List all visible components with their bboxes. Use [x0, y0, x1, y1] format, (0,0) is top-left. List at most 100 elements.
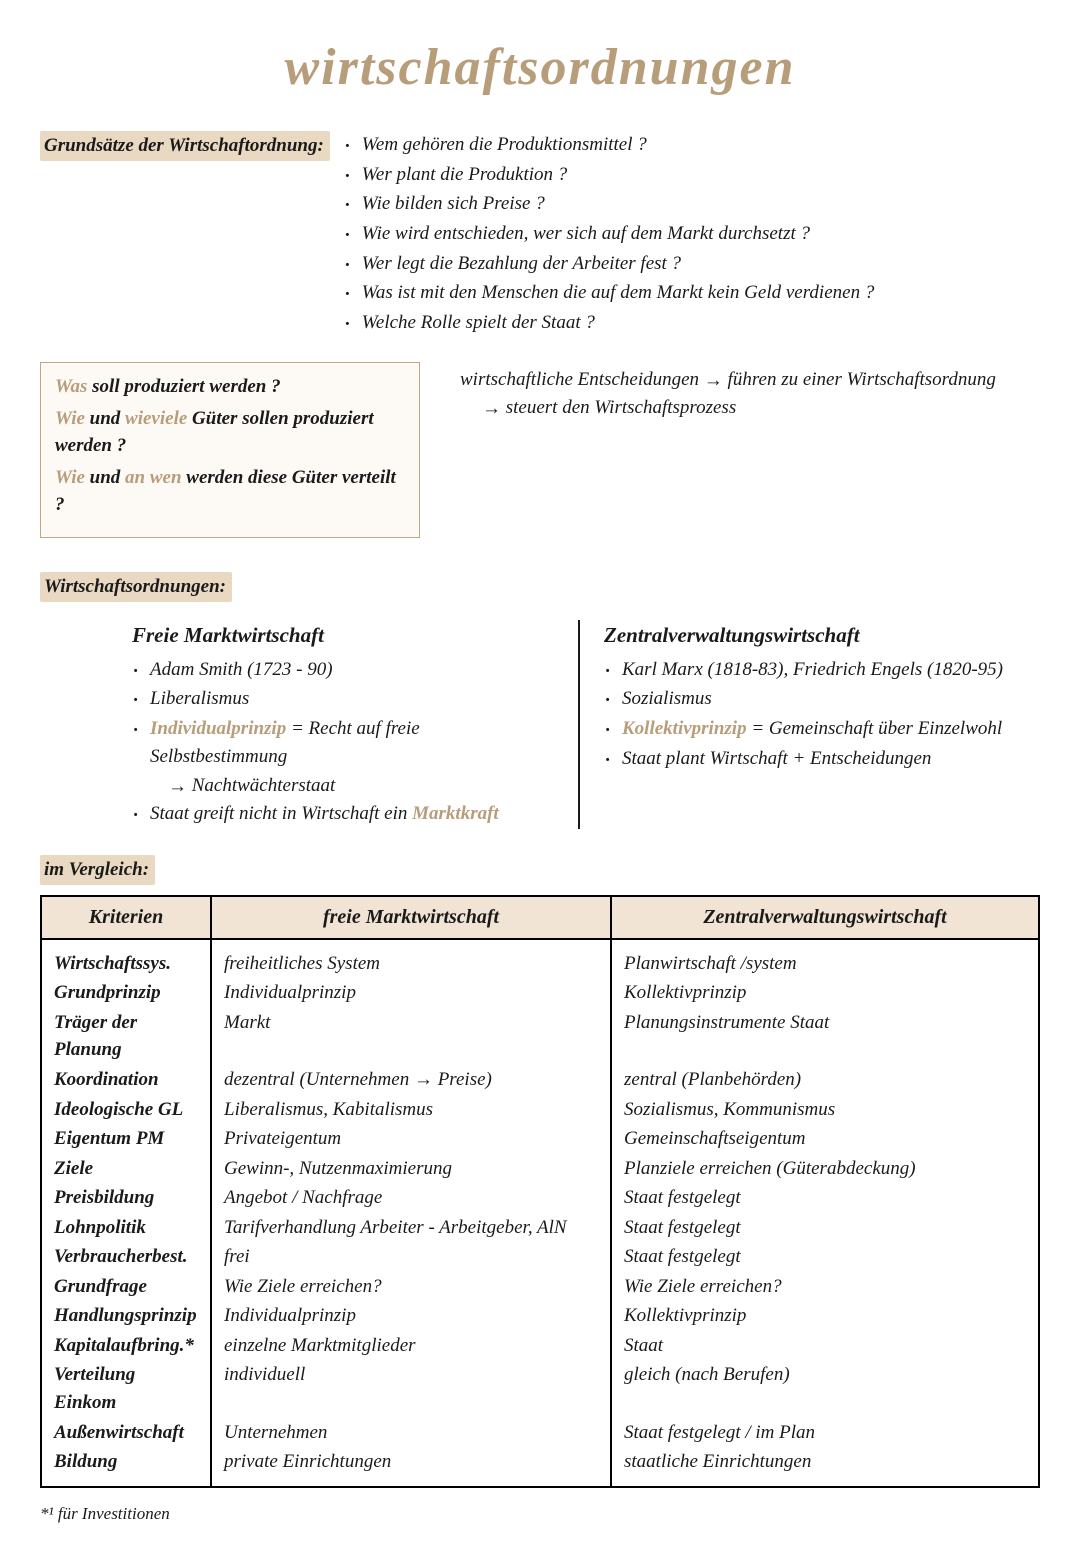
table-body: Wirtschaftssys.freiheitliches SystemPlan… [41, 939, 1039, 1487]
text: Nachtwächterstaat [192, 775, 336, 796]
column-title: Zentralverwaltungswirtschaft [604, 620, 1022, 650]
arrow-icon: → [168, 773, 187, 801]
list-item: Staat greift nicht in Wirtschaft ein Mar… [132, 800, 550, 828]
zentral-cell: zentral (Planbehörden) [611, 1065, 1039, 1095]
freie-cell: Privateigentum [211, 1124, 611, 1154]
zentral-cell: Planungsinstrumente Staat [611, 1008, 1039, 1065]
table-row: Wirtschaftssys.freiheitliches SystemPlan… [41, 939, 1039, 979]
zentral-cell: Kollektivprinzip [611, 978, 1039, 1008]
list-item: Wer plant die Produktion ? [344, 161, 1040, 189]
text: führen zu einer Wirtschaftsordnung [728, 369, 996, 390]
arrow-icon: → [482, 395, 501, 423]
accent-text: an wen [125, 467, 182, 488]
zentral-cell: Sozialismus, Kommunismus [611, 1095, 1039, 1125]
criteria-cell: Bildung [41, 1447, 211, 1487]
table-row: Kapitalaufbring.*einzelne Marktmitgliede… [41, 1331, 1039, 1361]
text: und [85, 408, 125, 429]
decisions-text: wirtschaftliche Entscheidungen → führen … [460, 362, 1040, 421]
column-title: Freie Marktwirtschaft [132, 620, 550, 650]
list-item: Wem gehören die Produktionsmittel ? [344, 131, 1040, 159]
criteria-cell: Lohnpolitik [41, 1213, 211, 1243]
list-item: Adam Smith (1723 - 90) [132, 656, 550, 684]
table-row: Verbraucherbest.freiStaat festgelegt [41, 1242, 1039, 1272]
criteria-cell: Außenwirtschaft [41, 1418, 211, 1448]
criteria-cell: Ideologische GL [41, 1095, 211, 1125]
zentral-cell: Kollektivprinzip [611, 1301, 1039, 1331]
vergleich-label: im Vergleich: [40, 855, 155, 885]
accent-text: Marktkraft [412, 803, 499, 824]
zentral-cell: Planwirtschaft /system [611, 939, 1039, 979]
criteria-cell: Kapitalaufbring.* [41, 1331, 211, 1361]
freie-cell: Tarifverhandlung Arbeiter - Arbeitgeber,… [211, 1213, 611, 1243]
accent-text: Wie [55, 467, 85, 488]
accent-text: Wie [55, 408, 85, 429]
comparison-table: Kriterien freie Marktwirtschaft Zentralv… [40, 895, 1040, 1488]
freie-cell: Individualprinzip [211, 978, 611, 1008]
freie-cell: frei [211, 1242, 611, 1272]
freie-cell: Wie Ziele erreichen? [211, 1272, 611, 1302]
list-item: Wer legt die Bezahlung der Arbeiter fest… [344, 250, 1040, 278]
table-row: Verteilung Einkomindividuellgleich (nach… [41, 1360, 1039, 1417]
table-row: Koordinationdezentral (Unternehmen → Pre… [41, 1065, 1039, 1095]
sub-item: → Nachtwächterstaat [132, 772, 550, 800]
freie-cell: Unternehmen [211, 1418, 611, 1448]
criteria-cell: Wirtschaftssys. [41, 939, 211, 979]
text: und [85, 467, 125, 488]
ordnungen-label: Wirtschaftsordnungen: [40, 572, 232, 602]
list-item: Wie wird entschieden, wer sich auf dem M… [344, 220, 1040, 248]
criteria-cell: Preisbildung [41, 1183, 211, 1213]
freie-cell: Gewinn-, Nutzenmaximierung [211, 1154, 611, 1184]
freie-cell: Individualprinzip [211, 1301, 611, 1331]
freie-marktwirtschaft: Freie Marktwirtschaft Adam Smith (1723 -… [120, 620, 568, 830]
criteria-cell: Grundfrage [41, 1272, 211, 1302]
grundsaetze-section: Grundsätze der Wirtschaftordnung: Wem ge… [40, 131, 1040, 338]
criteria-cell: Verteilung Einkom [41, 1360, 211, 1417]
freie-cell: private Einrichtungen [211, 1447, 611, 1487]
table-row: AußenwirtschaftUnternehmenStaat festgele… [41, 1418, 1039, 1448]
table-header: freie Marktwirtschaft [211, 896, 611, 939]
zentral-cell: Staat [611, 1331, 1039, 1361]
table-row: Eigentum PMPrivateigentumGemeinschaftsei… [41, 1124, 1039, 1154]
table-row: GrundprinzipIndividualprinzipKollektivpr… [41, 978, 1039, 1008]
list-item: Karl Marx (1818-83), Friedrich Engels (1… [604, 656, 1022, 684]
zentral-cell: Staat festgelegt [611, 1213, 1039, 1243]
criteria-cell: Handlungsprinzip [41, 1301, 211, 1331]
zentral-cell: gleich (nach Berufen) [611, 1360, 1039, 1417]
table-row: Ideologische GLLiberalismus, Kabitalismu… [41, 1095, 1039, 1125]
footnote: *¹ für Investitionen [40, 1502, 1040, 1527]
zentral-cell: Staat festgelegt / im Plan [611, 1418, 1039, 1448]
accent-text: Individualprinzip [150, 718, 286, 739]
accent-text: Was [55, 376, 87, 397]
criteria-cell: Träger der Planung [41, 1008, 211, 1065]
criteria-cell: Eigentum PM [41, 1124, 211, 1154]
accent-text: wieviele [125, 408, 187, 429]
list-item: Wie bilden sich Preise ? [344, 190, 1040, 218]
list-item: Kollektivprinzip = Gemeinschaft über Ein… [604, 715, 1022, 743]
freie-cell: Angebot / Nachfrage [211, 1183, 611, 1213]
page-title: Wirtschaftsordnungen [40, 30, 1040, 105]
criteria-cell: Grundprinzip [41, 978, 211, 1008]
zentral-cell: Staat festgelegt [611, 1242, 1039, 1272]
questions-box: Was soll produziert werden ? Wie und wie… [40, 362, 420, 538]
zentral-cell: Staat festgelegt [611, 1183, 1039, 1213]
table-header-row: Kriterien freie Marktwirtschaft Zentralv… [41, 896, 1039, 939]
zentral-cell: Planziele erreichen (Güterabdeckung) [611, 1154, 1039, 1184]
list-item: Sozialismus [604, 685, 1022, 713]
freie-cell: individuell [211, 1360, 611, 1417]
table-row: Träger der PlanungMarktPlanungsinstrumen… [41, 1008, 1039, 1065]
table-row: Bildungprivate Einrichtungenstaatliche E… [41, 1447, 1039, 1487]
table-row: PreisbildungAngebot / NachfrageStaat fes… [41, 1183, 1039, 1213]
zentral-cell: Wie Ziele erreichen? [611, 1272, 1039, 1302]
text: Staat greift nicht in Wirtschaft ein [150, 803, 412, 824]
text: wirtschaftliche Entscheidungen [460, 369, 704, 390]
freie-cell: Markt [211, 1008, 611, 1065]
criteria-cell: Ziele [41, 1154, 211, 1184]
questions-row: Was soll produziert werden ? Wie und wie… [40, 362, 1040, 538]
grundsaetze-label: Grundsätze der Wirtschaftordnung: [40, 131, 330, 161]
criteria-cell: Verbraucherbest. [41, 1242, 211, 1272]
freie-cell: einzelne Marktmitglieder [211, 1331, 611, 1361]
criteria-cell: Koordination [41, 1065, 211, 1095]
table-row: ZieleGewinn-, NutzenmaximierungPlanziele… [41, 1154, 1039, 1184]
zentralverwaltung: Zentralverwaltungswirtschaft Karl Marx (… [578, 620, 1040, 830]
list-item: Welche Rolle spielt der Staat ? [344, 309, 1040, 337]
